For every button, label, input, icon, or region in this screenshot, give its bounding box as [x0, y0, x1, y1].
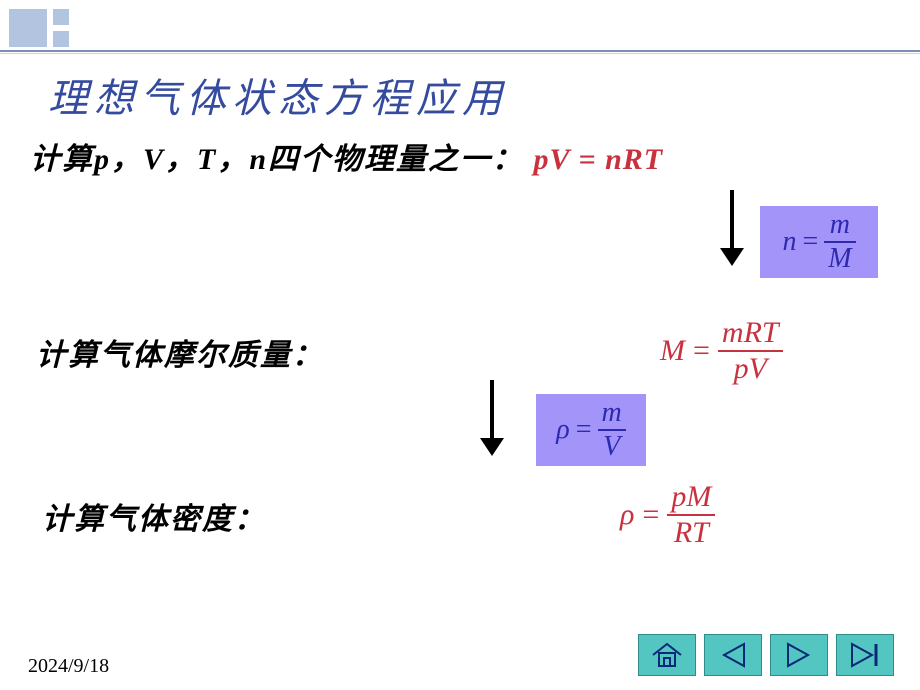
deco-square-small [52, 30, 70, 48]
page-title: 理想气体状态方程应用 [48, 66, 508, 124]
denominator: V [599, 431, 624, 461]
equation-pv-nrt: pV = nRT [534, 143, 664, 176]
eq-sign: = [576, 414, 592, 446]
numerator: m [826, 211, 854, 241]
text-line-3: 计算气体密度： [42, 494, 266, 538]
lhs: ρ [556, 414, 569, 446]
eq-sign: = [802, 226, 818, 258]
nav-last-button[interactable] [836, 634, 894, 676]
home-icon [650, 641, 684, 669]
deco-square-large [8, 8, 48, 48]
eq-sign: = [642, 498, 659, 532]
next-icon [784, 642, 814, 668]
corner-decoration [8, 8, 70, 48]
text-line-1: 计算p，V，T，n四个物理量之一： pV = nRT [30, 134, 663, 178]
arrow-down-icon [480, 380, 504, 456]
nav-buttons [638, 634, 894, 676]
last-icon [848, 642, 882, 668]
formula-density: ρ = pM RT [620, 482, 715, 548]
numerator: mRT [718, 318, 783, 350]
arrow-down-icon [720, 190, 744, 266]
denominator: pV [730, 352, 771, 384]
prev-icon [718, 642, 748, 668]
eq-sign: = [693, 334, 710, 368]
nav-home-button[interactable] [638, 634, 696, 676]
lhs: ρ [620, 498, 634, 532]
numerator: pM [667, 482, 715, 514]
fraction: m M [824, 211, 855, 273]
lhs: n [782, 226, 796, 258]
denominator: M [824, 243, 855, 273]
formula-box-n: n = m M [760, 206, 878, 278]
slide-date: 2024/9/18 [28, 655, 109, 678]
line1-prefix: 计算p，V，T，n四个物理量之一： [30, 143, 524, 176]
formula-molar-mass: M = mRT pV [660, 318, 783, 384]
nav-next-button[interactable] [770, 634, 828, 676]
nav-prev-button[interactable] [704, 634, 762, 676]
fraction: m V [598, 399, 626, 461]
horizontal-rule [0, 50, 920, 54]
deco-square-small [52, 8, 70, 26]
formula-box-rho: ρ = m V [536, 394, 646, 466]
fraction: pM RT [667, 482, 715, 548]
fraction: mRT pV [718, 318, 783, 384]
denominator: RT [670, 516, 713, 548]
text-line-2: 计算气体摩尔质量： [36, 330, 324, 374]
numerator: m [598, 399, 626, 429]
lhs: M [660, 334, 685, 368]
